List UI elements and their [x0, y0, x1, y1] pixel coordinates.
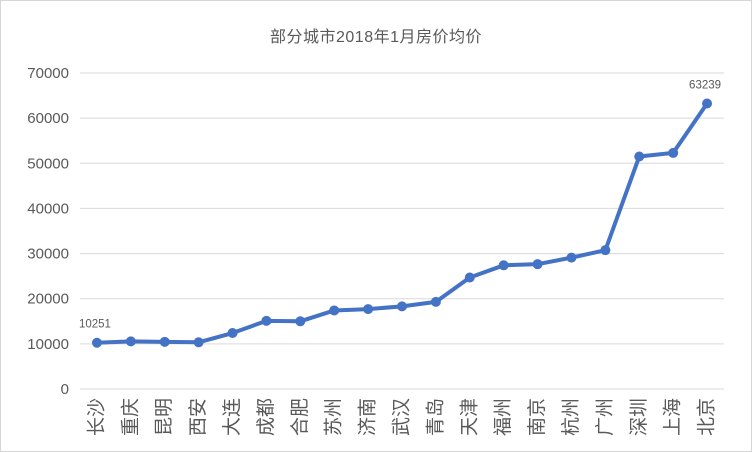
y-axis-tick-label: 40000: [27, 200, 69, 217]
x-axis-category-label: 长沙: [85, 398, 107, 436]
data-point-marker: [634, 151, 645, 162]
data-point-marker: [91, 337, 102, 348]
y-axis-tick-label: 70000: [27, 65, 69, 82]
data-point-label: 10251: [79, 319, 111, 331]
y-axis-tick-label: 30000: [27, 246, 69, 263]
x-axis-category-label: 广州: [594, 398, 616, 436]
y-axis-tick-label: 50000: [27, 155, 69, 172]
data-point-marker: [430, 296, 441, 307]
y-axis-tick-label: 10000: [27, 336, 69, 353]
x-axis-category-label: 济南: [357, 398, 379, 436]
x-axis-category-label: 成都: [255, 398, 277, 436]
x-axis-category-label: 杭州: [560, 398, 582, 436]
x-axis-category-label: 武汉: [391, 398, 413, 436]
x-axis-category-label: 西安: [187, 398, 209, 436]
data-point-marker: [295, 316, 306, 327]
x-axis-category-label: 南京: [526, 398, 548, 436]
data-point-marker: [227, 328, 238, 339]
chart-title: 部分城市2018年1月房价均价: [270, 29, 482, 46]
data-point-marker: [329, 305, 340, 316]
x-axis-category-label: 上海: [662, 398, 684, 436]
data-point-marker: [261, 315, 272, 326]
x-axis-category-label: 大连: [221, 398, 243, 436]
data-point-marker: [159, 336, 170, 347]
x-axis-category-label: 合肥: [289, 398, 311, 436]
x-axis-category-label: 青岛: [424, 398, 446, 436]
x-axis-category-label: 北京: [696, 398, 718, 436]
data-point-marker: [532, 259, 543, 270]
data-point-marker: [397, 301, 407, 312]
data-point-marker: [464, 272, 475, 283]
data-point-marker: [566, 252, 577, 263]
data-point-marker: [363, 304, 374, 315]
y-axis-tick-label: 20000: [27, 291, 69, 308]
x-axis-category-label: 福州: [492, 398, 514, 436]
y-axis-tick-label: 0: [61, 381, 69, 398]
x-axis-category-label: 苏州: [323, 398, 345, 436]
data-point-marker: [600, 245, 611, 256]
data-point-marker: [193, 337, 204, 348]
data-point-marker: [125, 336, 136, 347]
x-axis-category-label: 重庆: [119, 398, 141, 436]
data-point-marker: [668, 147, 679, 158]
data-point-marker: [702, 98, 713, 109]
y-axis-tick-label: 60000: [27, 110, 69, 127]
x-axis-category-label: 深圳: [628, 398, 650, 436]
x-axis-category-label: 天津: [458, 398, 480, 436]
data-point-marker: [498, 260, 509, 271]
data-point-label: 63239: [689, 80, 721, 92]
x-axis-category-label: 昆明: [154, 398, 175, 436]
